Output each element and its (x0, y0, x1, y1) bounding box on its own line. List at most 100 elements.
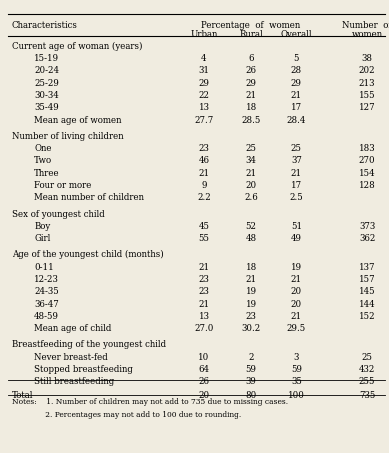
Text: 5: 5 (294, 54, 299, 63)
Text: 145: 145 (359, 287, 375, 296)
Text: Percentage  of  women: Percentage of women (201, 21, 300, 30)
Text: 19: 19 (245, 287, 257, 296)
Text: 183: 183 (359, 144, 375, 153)
Text: 2. Percentages may not add to 100 due to rounding.: 2. Percentages may not add to 100 due to… (12, 411, 241, 419)
Text: Urban: Urban (190, 30, 218, 39)
Text: 2.5: 2.5 (289, 193, 303, 202)
Text: 21: 21 (198, 263, 210, 271)
Text: 152: 152 (359, 312, 375, 321)
Text: 29: 29 (291, 79, 302, 88)
Text: 29.5: 29.5 (287, 324, 306, 333)
Text: 24-35: 24-35 (34, 287, 59, 296)
Text: 46: 46 (198, 156, 210, 165)
Text: 17: 17 (291, 181, 302, 190)
Text: 52: 52 (246, 222, 257, 231)
Text: 21: 21 (198, 169, 210, 178)
Text: 100: 100 (288, 391, 305, 400)
Text: 30.2: 30.2 (242, 324, 261, 333)
Text: 21: 21 (245, 169, 257, 178)
Text: 34: 34 (246, 156, 257, 165)
Text: Current age of woman (years): Current age of woman (years) (12, 42, 142, 51)
Text: 13: 13 (198, 103, 210, 112)
Text: 25: 25 (246, 144, 257, 153)
Text: 6: 6 (249, 54, 254, 63)
Text: 21: 21 (291, 275, 302, 284)
Text: 18: 18 (245, 263, 257, 271)
Text: Two: Two (34, 156, 52, 165)
Text: 144: 144 (359, 299, 375, 308)
Text: 2.6: 2.6 (244, 193, 258, 202)
Text: 28: 28 (291, 67, 302, 76)
Text: 29: 29 (246, 79, 257, 88)
Text: 55: 55 (198, 234, 210, 243)
Text: Total: Total (12, 391, 33, 400)
Text: Stopped breastfeeding: Stopped breastfeeding (34, 365, 133, 374)
Text: 12-23: 12-23 (34, 275, 59, 284)
Text: 19: 19 (245, 299, 257, 308)
Text: 362: 362 (359, 234, 375, 243)
Text: 270: 270 (359, 156, 375, 165)
Text: 432: 432 (359, 365, 375, 374)
Text: 31: 31 (198, 67, 210, 76)
Text: 202: 202 (359, 67, 375, 76)
Text: 22: 22 (198, 91, 210, 100)
Text: 35-49: 35-49 (34, 103, 59, 112)
Text: 51: 51 (291, 222, 302, 231)
Text: 735: 735 (359, 391, 375, 400)
Text: 137: 137 (359, 263, 375, 271)
Text: 21: 21 (291, 169, 302, 178)
Text: 155: 155 (359, 91, 375, 100)
Text: 36-47: 36-47 (34, 299, 59, 308)
Text: 80: 80 (245, 391, 257, 400)
Text: 26: 26 (246, 67, 257, 76)
Text: Number  of: Number of (342, 21, 389, 30)
Text: Breastfeeding of the youngest child: Breastfeeding of the youngest child (12, 340, 166, 349)
Text: Mean age of child: Mean age of child (34, 324, 112, 333)
Text: 20-24: 20-24 (34, 67, 59, 76)
Text: 23: 23 (246, 312, 257, 321)
Text: 4: 4 (201, 54, 207, 63)
Text: 30-34: 30-34 (34, 91, 59, 100)
Text: Characteristics: Characteristics (12, 21, 77, 30)
Text: 373: 373 (359, 222, 375, 231)
Text: 18: 18 (245, 103, 257, 112)
Text: 13: 13 (198, 312, 210, 321)
Text: 9: 9 (201, 181, 207, 190)
Text: Rural: Rural (239, 30, 263, 39)
Text: 10: 10 (198, 352, 210, 361)
Text: 25: 25 (291, 144, 302, 153)
Text: 25-29: 25-29 (34, 79, 59, 88)
Text: 213: 213 (359, 79, 375, 88)
Text: women: women (352, 30, 383, 39)
Text: Overall: Overall (280, 30, 312, 39)
Text: Never breast-fed: Never breast-fed (34, 352, 108, 361)
Text: 2.2: 2.2 (197, 193, 211, 202)
Text: 39: 39 (246, 377, 257, 386)
Text: 2: 2 (249, 352, 254, 361)
Text: 21: 21 (245, 275, 257, 284)
Text: 59: 59 (246, 365, 257, 374)
Text: 23: 23 (198, 144, 209, 153)
Text: One: One (34, 144, 52, 153)
Text: 48-59: 48-59 (34, 312, 59, 321)
Text: 45: 45 (198, 222, 210, 231)
Text: 157: 157 (359, 275, 375, 284)
Text: 64: 64 (198, 365, 210, 374)
Text: 128: 128 (359, 181, 375, 190)
Text: 37: 37 (291, 156, 302, 165)
Text: 27.0: 27.0 (194, 324, 214, 333)
Text: 49: 49 (291, 234, 302, 243)
Text: 17: 17 (291, 103, 302, 112)
Text: 26: 26 (198, 377, 210, 386)
Text: Sex of youngest child: Sex of youngest child (12, 209, 104, 218)
Text: 23: 23 (198, 275, 209, 284)
Text: Mean number of children: Mean number of children (34, 193, 144, 202)
Text: Girl: Girl (34, 234, 51, 243)
Text: Four or more: Four or more (34, 181, 91, 190)
Text: 28.4: 28.4 (287, 116, 306, 125)
Text: 25: 25 (362, 352, 373, 361)
Text: Three: Three (34, 169, 60, 178)
Text: Number of living children: Number of living children (12, 132, 123, 141)
Text: 21: 21 (291, 91, 302, 100)
Text: 28.5: 28.5 (242, 116, 261, 125)
